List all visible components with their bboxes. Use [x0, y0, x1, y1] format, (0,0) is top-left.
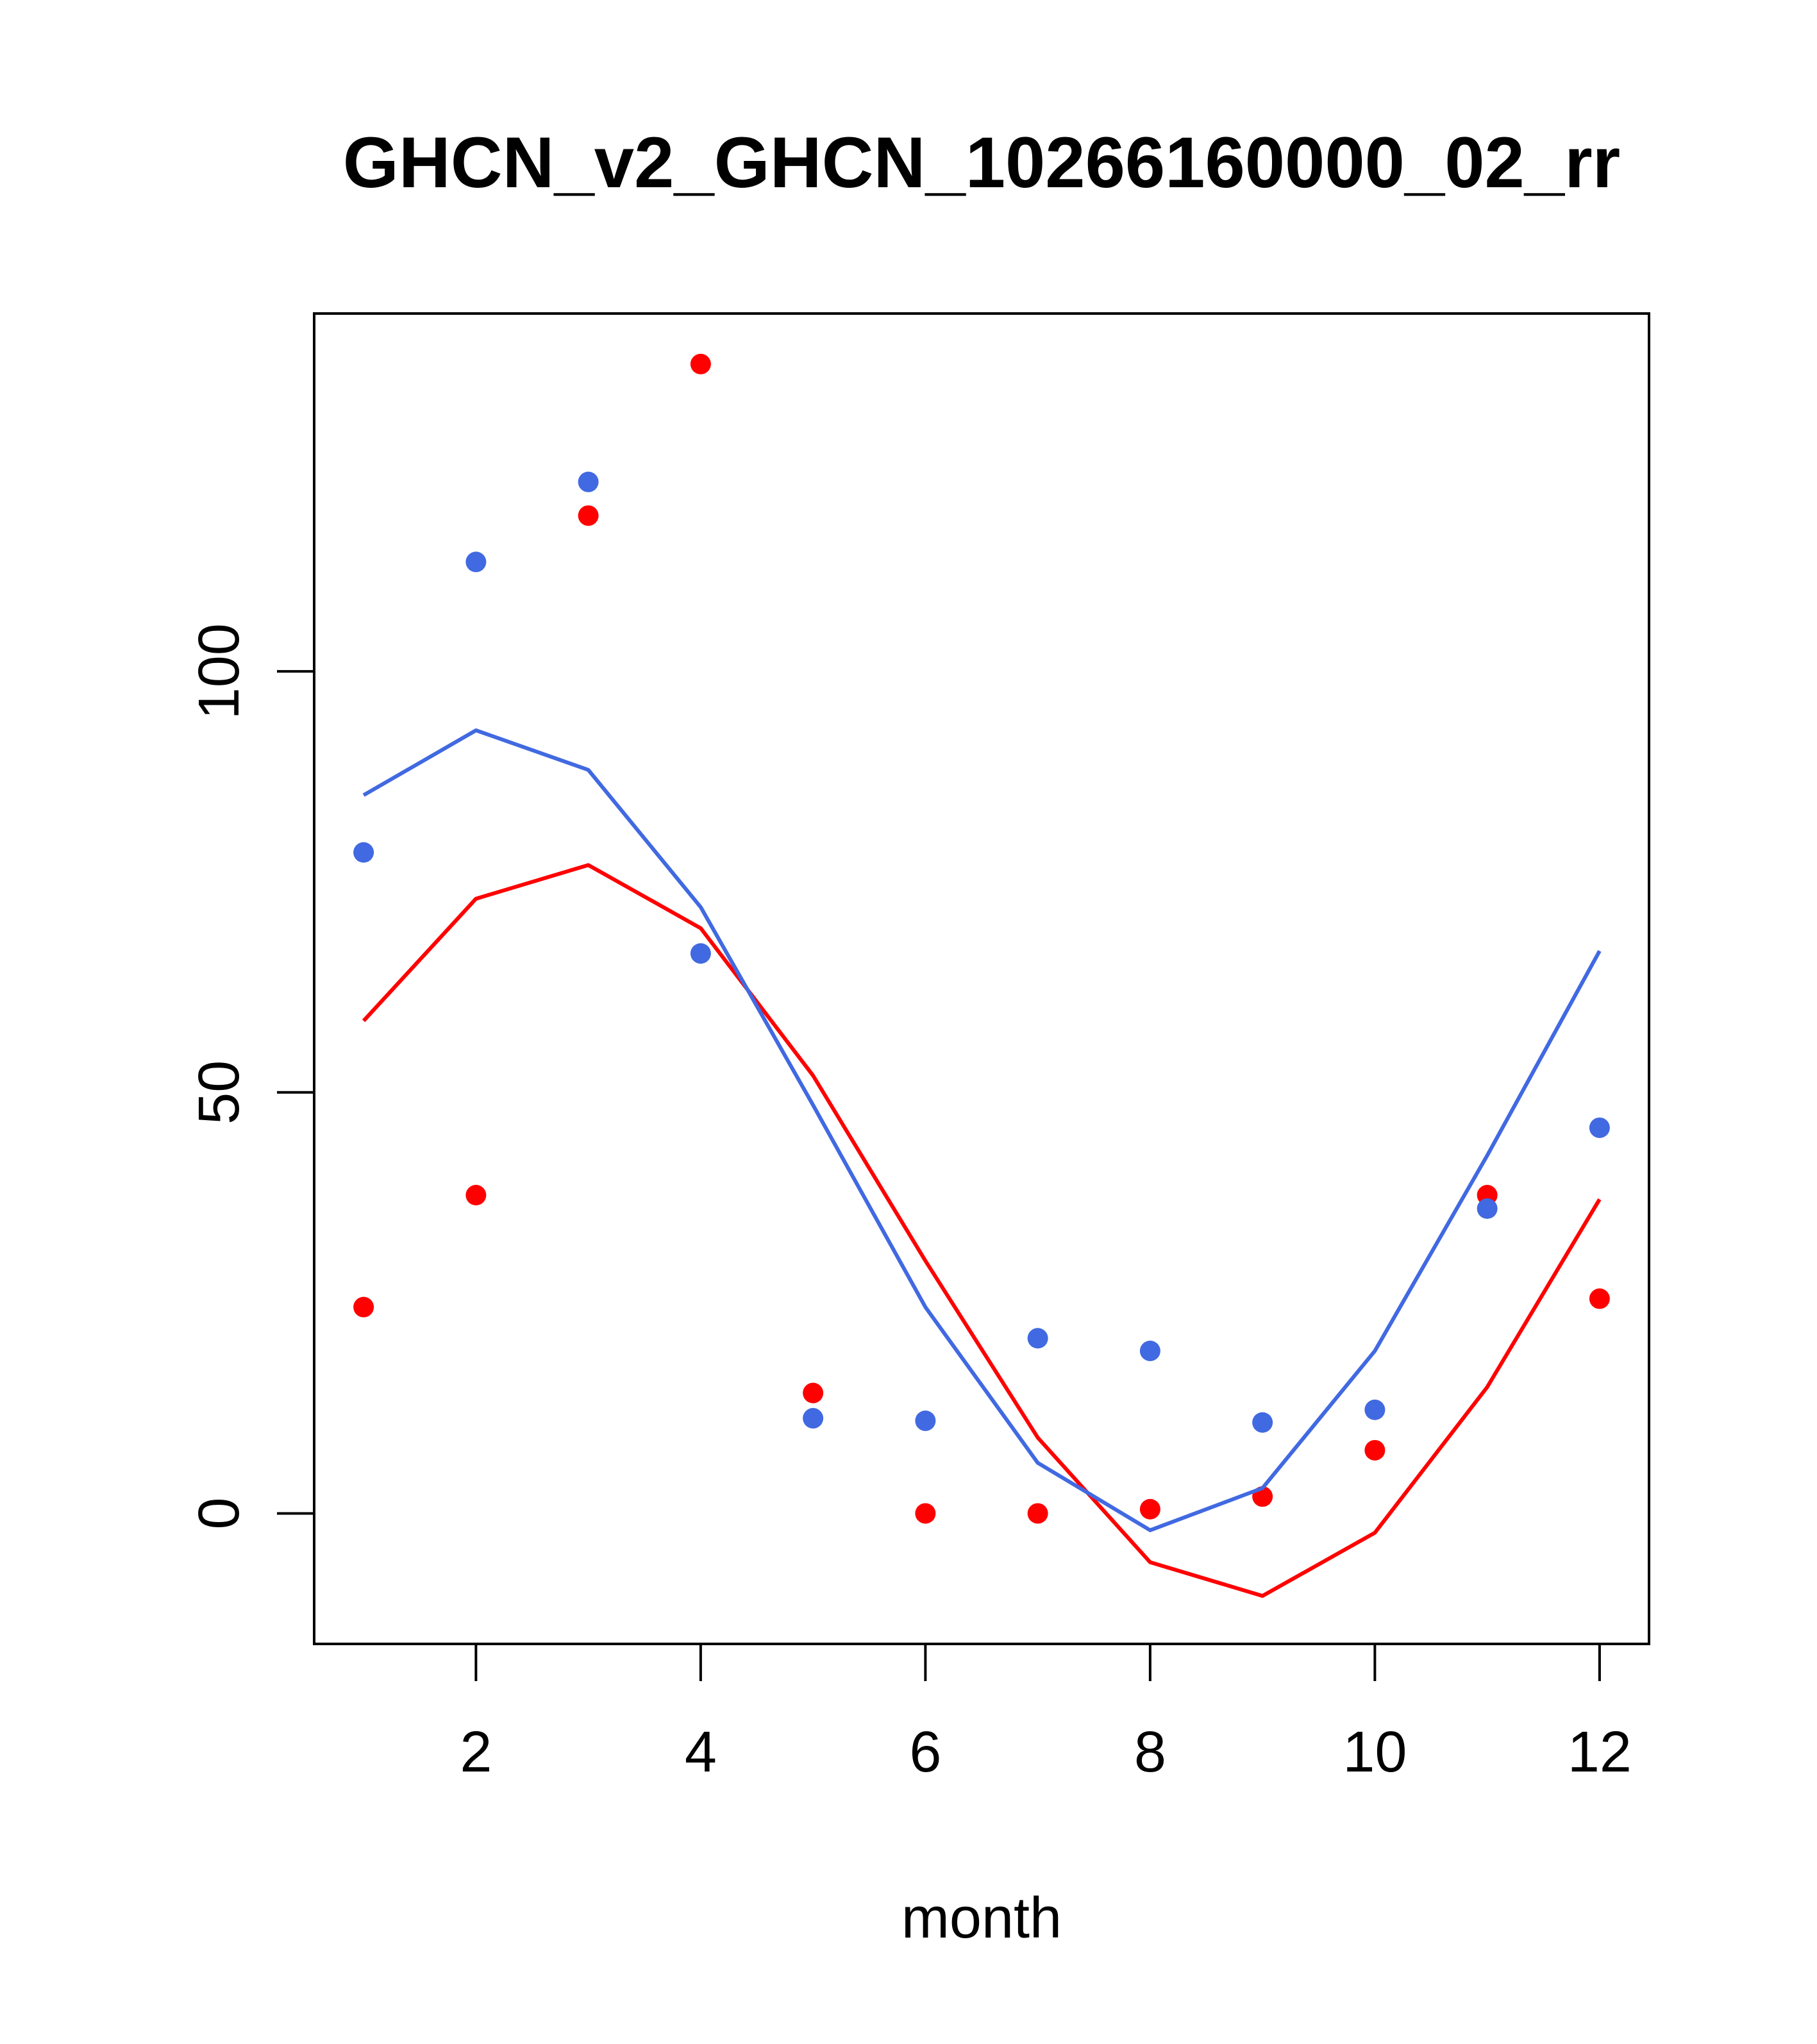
data-point [803, 1382, 824, 1403]
data-point [1139, 1498, 1160, 1520]
data-point [465, 551, 487, 573]
data-point [1027, 1328, 1048, 1349]
data-point [1252, 1412, 1273, 1433]
y-tick-label: 0 [187, 1497, 251, 1529]
x-axis: 2 4 6 8 10 12 [460, 1643, 1632, 1784]
data-point [803, 1408, 824, 1429]
data-point [915, 1410, 936, 1431]
data-point [690, 943, 711, 964]
point-series-1 [353, 471, 1610, 1433]
plot-frame [313, 312, 1650, 1645]
y-axis: 0 50 100 [187, 623, 315, 1529]
chart-title: GHCN_v2_GHCN_10266160000_02_rr [343, 122, 1620, 203]
data-point [465, 1185, 487, 1206]
data-point [690, 353, 711, 374]
x-tick-label: 12 [1568, 1720, 1632, 1784]
data-point [1589, 1288, 1610, 1309]
x-tick-label: 8 [1134, 1720, 1166, 1784]
data-point [1364, 1439, 1386, 1461]
data-point [353, 1296, 374, 1318]
data-point [1589, 1117, 1610, 1138]
data-point [578, 505, 599, 526]
series-line-0 [362, 863, 1602, 1598]
data-point [1027, 1503, 1048, 1524]
data-point [1364, 1399, 1386, 1420]
series-layer [353, 353, 1610, 1598]
x-tick-label: 4 [685, 1720, 717, 1784]
x-tick-label: 6 [909, 1720, 941, 1784]
x-tick-label: 10 [1343, 1720, 1407, 1784]
data-point [353, 842, 374, 863]
y-tick-label: 100 [187, 623, 251, 719]
data-point [915, 1503, 936, 1524]
x-tick-label: 2 [460, 1720, 492, 1784]
data-point [1139, 1340, 1160, 1361]
series-line-1 [362, 728, 1602, 1532]
y-tick-label: 50 [187, 1060, 251, 1125]
data-point [1477, 1198, 1498, 1219]
x-axis-label: month [901, 1886, 1062, 1950]
data-point [578, 471, 599, 492]
